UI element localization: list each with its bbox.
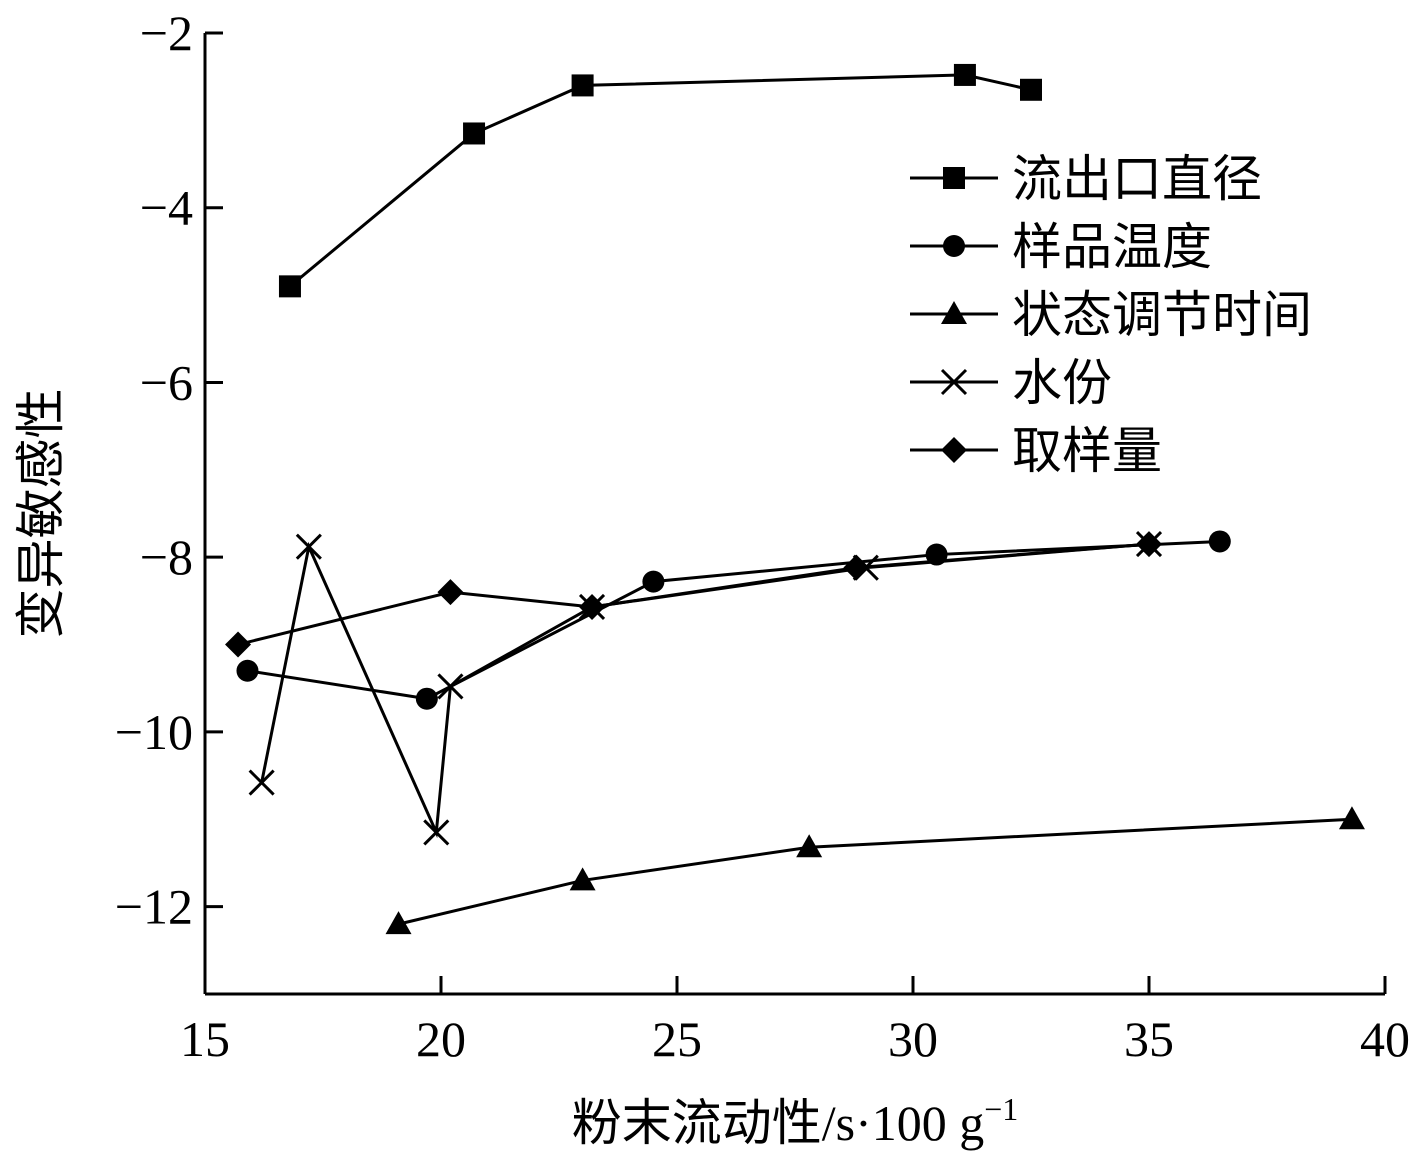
- x-tick-label: 25: [652, 1011, 702, 1067]
- legend-marker-square: [943, 167, 965, 189]
- data-point-triangle: [385, 911, 412, 935]
- series-line: [289, 73, 1032, 288]
- y-tick-label: −2: [140, 5, 193, 61]
- series-line: [260, 541, 1150, 839]
- x-tick-label: 35: [1124, 1011, 1174, 1067]
- data-point-x: [423, 819, 450, 846]
- legend-marker-x: [940, 368, 968, 396]
- series-circle: [236, 530, 1231, 710]
- legend-marker-diamond: [941, 437, 967, 463]
- data-point-x: [248, 769, 275, 796]
- y-axis-label: 变异敏感性: [13, 389, 69, 639]
- series-x: [248, 531, 1163, 846]
- legend-marker-triangle: [941, 301, 967, 324]
- data-point-x: [437, 673, 464, 700]
- y-tick-label: −6: [140, 354, 193, 410]
- axes: 15 20 25 30 35 40 −2 −4 −6 −8 −10 −12: [115, 5, 1410, 1067]
- y-tick-label: −12: [115, 879, 193, 935]
- data-point-diamond: [843, 554, 870, 581]
- x-axis-label: 粉末流动性/s·100 g−1: [572, 1091, 1019, 1151]
- legend-label: 状态调节时间: [1012, 287, 1312, 343]
- legend-item: 流出口直径: [910, 151, 1262, 207]
- x-axis-label-superscript: −1: [984, 1091, 1018, 1127]
- data-point-diamond: [1136, 531, 1162, 558]
- data-point-circle: [642, 570, 665, 593]
- x-tick-label: 15: [180, 1011, 230, 1067]
- x-tick-label: 20: [416, 1011, 466, 1067]
- x-marker-stroke: [940, 368, 968, 396]
- data-point-square: [463, 122, 486, 145]
- data-point-circle: [1208, 530, 1231, 553]
- data-point-diamond: [437, 579, 464, 606]
- legend-label: 水份: [1012, 355, 1112, 411]
- data-point-square: [1020, 78, 1042, 101]
- series-square: [278, 63, 1042, 298]
- x-axis-label-text: 粉末流动性/s·100 g: [572, 1095, 985, 1151]
- data-point-triangle: [796, 834, 823, 858]
- x-marker-stroke: [248, 769, 275, 796]
- legend-item: 水份: [910, 355, 1112, 411]
- x-tick-label: 30: [888, 1011, 938, 1067]
- series-layer: [225, 63, 1365, 935]
- data-point-x: [295, 533, 322, 560]
- y-tick-label: −4: [140, 180, 193, 236]
- legend-label: 流出口直径: [1012, 151, 1262, 207]
- series-triangle: [385, 806, 1365, 935]
- series-line: [398, 817, 1353, 926]
- series-line: [247, 539, 1220, 701]
- series-line: [237, 542, 1150, 647]
- legend-label: 样品温度: [1012, 219, 1212, 275]
- y-tick-label: −10: [115, 704, 193, 760]
- legend-label: 取样量: [1012, 423, 1162, 479]
- data-point-triangle: [569, 867, 596, 891]
- legend-item: 状态调节时间: [910, 287, 1312, 343]
- x-marker-stroke: [295, 533, 322, 560]
- x-marker-stroke: [423, 819, 450, 846]
- legend-item: 取样量: [910, 423, 1162, 479]
- data-point-square: [571, 74, 594, 97]
- legend-marker-circle: [943, 235, 965, 257]
- x-tick-label: 40: [1360, 1011, 1410, 1067]
- data-point-square: [278, 275, 301, 298]
- data-point-diamond: [579, 593, 606, 620]
- data-point-circle: [236, 659, 259, 682]
- y-tick-label: −8: [140, 529, 193, 585]
- x-marker-stroke: [437, 673, 464, 700]
- data-point-square: [953, 63, 976, 86]
- legend-item: 样品温度: [910, 219, 1212, 275]
- data-point-triangle: [1338, 806, 1365, 830]
- data-point-circle: [415, 687, 438, 710]
- series-diamond: [225, 531, 1162, 658]
- data-point-diamond: [225, 631, 252, 658]
